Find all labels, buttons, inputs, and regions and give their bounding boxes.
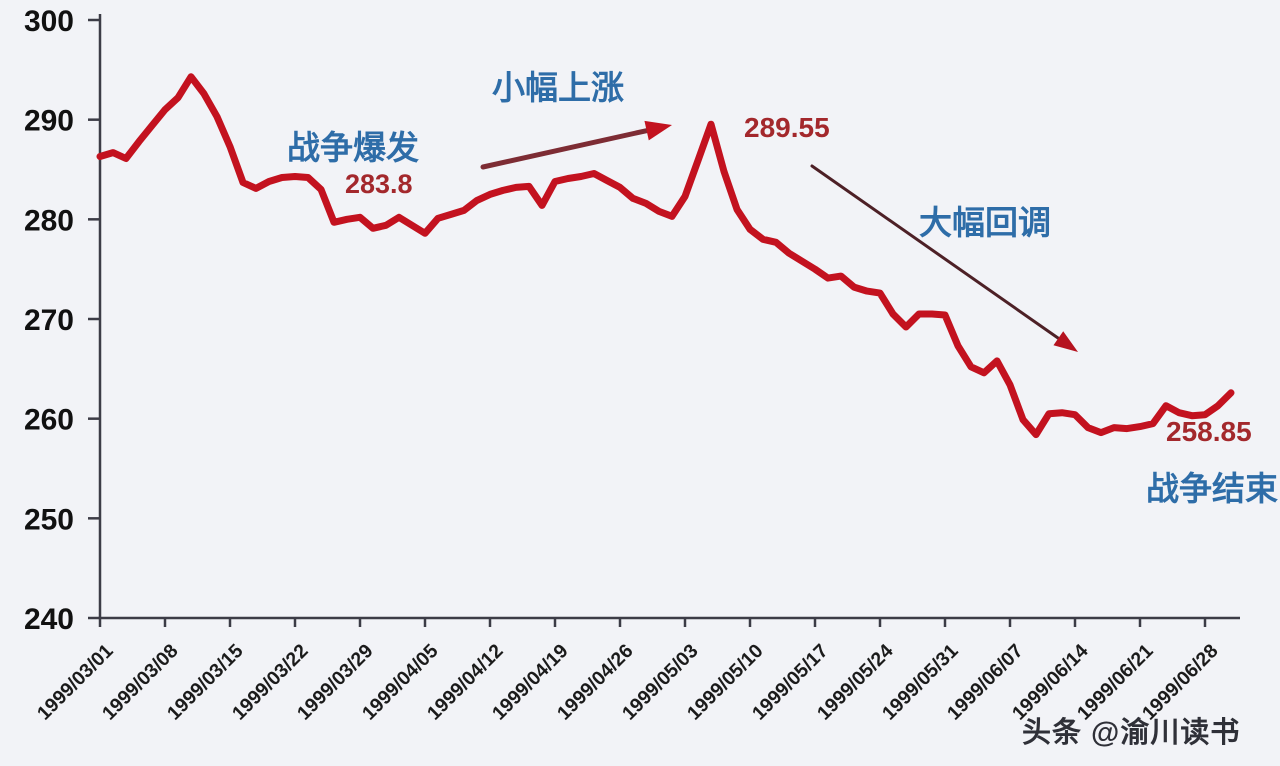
watermark: 头条 @渝川读书 (1022, 717, 1241, 749)
y-tick-label: 250 (24, 503, 74, 536)
rise-arrow-head (644, 120, 672, 141)
annotation-war-start-value: 283.8 (345, 169, 413, 199)
y-tick-label: 290 (24, 105, 74, 138)
rise-arrow-shaft (480, 128, 650, 170)
y-tick-label: 240 (24, 603, 74, 636)
annotation-small-rise: 小幅上涨 (492, 69, 624, 106)
y-tick-label: 300 (24, 5, 74, 38)
y-tick-label: 260 (24, 404, 74, 437)
annotation-war-end: 战争结束 (1146, 470, 1278, 507)
annotation-war-start: 战争爆发 (287, 129, 419, 166)
y-tick-label: 270 (24, 304, 74, 337)
y-tick-label: 280 (24, 204, 74, 237)
pullback-arrow-shaft (810, 164, 1060, 340)
pullback-arrow-head (1053, 331, 1078, 352)
annotation-pullback: 大幅回调 (919, 204, 1051, 241)
annotation-war-end-value: 258.85 (1166, 416, 1252, 447)
price-series-line (96, 73, 1235, 439)
annotation-peak-value: 289.55 (744, 112, 830, 143)
